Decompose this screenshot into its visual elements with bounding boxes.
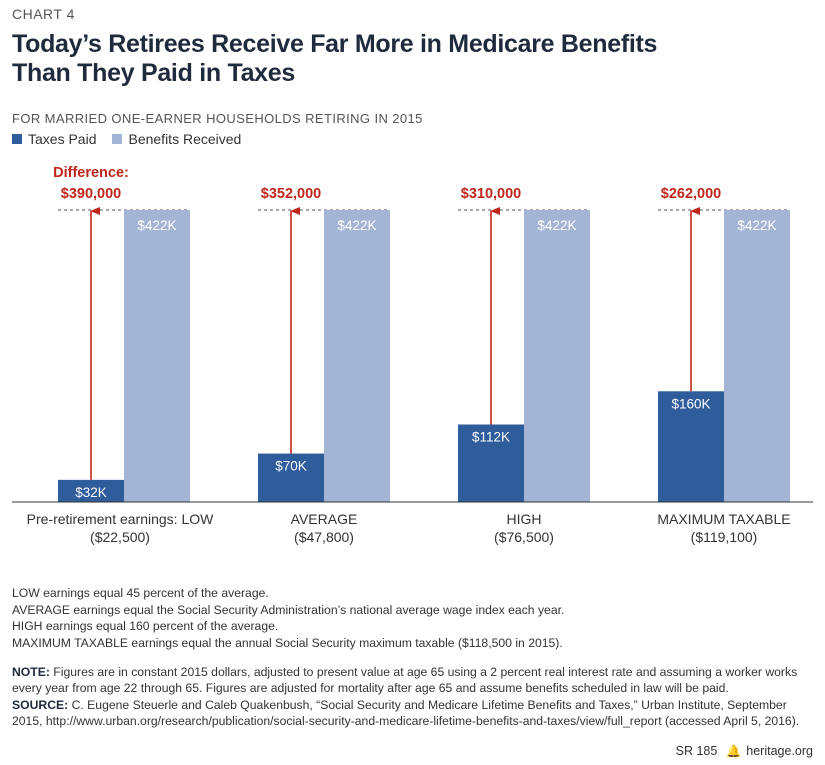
bar-label-benefits: $422K — [737, 218, 776, 233]
bar-benefits-received — [524, 210, 590, 502]
category-label: AVERAGE — [291, 511, 358, 527]
note-paragraph: NOTE: Figures are in constant 2015 dolla… — [12, 664, 817, 697]
bar-label-taxes: $112K — [472, 430, 510, 445]
bar-chart: $32K $422K Difference: $390,000 Pre-retireme… — [12, 165, 813, 545]
category-sublabel: ($47,800) — [294, 529, 354, 545]
legend-swatch-taxes — [12, 134, 22, 144]
legend: Taxes Paid Benefits Received — [12, 131, 257, 147]
liberty-bell-icon: 🔔 — [726, 744, 742, 758]
category-sublabel: ($76,500) — [494, 529, 554, 545]
bar-taxes-paid — [58, 479, 124, 502]
footnote-low: LOW earnings equal 45 percent of the ave… — [12, 586, 269, 600]
category-sublabel: ($119,100) — [691, 529, 758, 545]
chart-title-line-1: Today’s Retirees Receive Far More in Med… — [12, 30, 658, 58]
difference-value-label: $310,000 — [461, 186, 521, 202]
footnote-average: AVERAGE earnings equal the Social Securi… — [12, 602, 565, 617]
difference-prefix-label: Difference: — [53, 165, 129, 181]
legend-item-benefits: Benefits Received — [112, 131, 241, 147]
report-id: SR 185 — [675, 744, 718, 758]
difference-value-label: $352,000 — [261, 186, 321, 202]
bar-taxes-paid — [658, 391, 724, 502]
category-label: Pre-retirement earnings: LOW — [27, 511, 215, 527]
bar-label-benefits: $422K — [537, 218, 576, 233]
legend-label-taxes: Taxes Paid — [28, 131, 97, 147]
footnote-high: HIGH earnings equal 160 percent of the a… — [12, 619, 279, 633]
legend-item-taxes: Taxes Paid — [12, 131, 96, 147]
category-label: HIGH — [507, 511, 542, 527]
difference-value-label: $390,000 — [61, 186, 121, 202]
legend-label-benefits: Benefits Received — [128, 131, 242, 147]
footnotes: LOW earnings equal 45 percent of the ave… — [12, 585, 564, 651]
bar-benefits-received — [324, 210, 390, 502]
chart-title: Today’s Retirees Receive Far More in Med… — [12, 30, 712, 88]
bar-label-taxes: $160K — [671, 396, 710, 411]
chart-title-line-2: Than They Paid in Taxes — [12, 59, 295, 87]
bar-benefits-received — [724, 210, 790, 502]
bar-label-taxes: $32K — [75, 485, 107, 500]
category-label: MAXIMUM TAXABLE — [657, 511, 790, 527]
notes-block: NOTE: Figures are in constant 2015 dolla… — [12, 664, 817, 729]
note-text: Figures are in constant 2015 dollars, ad… — [12, 665, 798, 696]
source-paragraph: SOURCE: C. Eugene Steuerle and Caleb Qua… — [12, 697, 817, 730]
bar-taxes-paid — [458, 424, 524, 502]
source-label: SOURCE: — [12, 697, 69, 712]
legend-swatch-benefits — [112, 134, 123, 144]
bar-taxes-paid — [258, 453, 324, 502]
chart-subtitle: FOR MARRIED ONE-EARNER HOUSEHOLDS RETIRI… — [12, 111, 423, 126]
footnote-maximum: MAXIMUM TAXABLE earnings equal the annua… — [12, 635, 563, 650]
chart-number-label: CHART 4 — [12, 6, 75, 22]
bar-label-taxes: $70K — [275, 459, 307, 474]
category-sublabel: ($22,500) — [90, 529, 150, 545]
source-text: C. Eugene Steuerle and Caleb Quakenbush,… — [12, 697, 800, 728]
footer-brand: SR 185 🔔 heritage.org — [676, 744, 813, 758]
difference-value-label: $262,000 — [661, 186, 721, 202]
note-label: NOTE: — [12, 665, 50, 679]
site-link[interactable]: heritage.org — [746, 744, 813, 758]
bar-label-benefits: $422K — [137, 218, 176, 233]
bar-label-benefits: $422K — [337, 218, 376, 233]
bar-benefits-received — [124, 210, 190, 502]
